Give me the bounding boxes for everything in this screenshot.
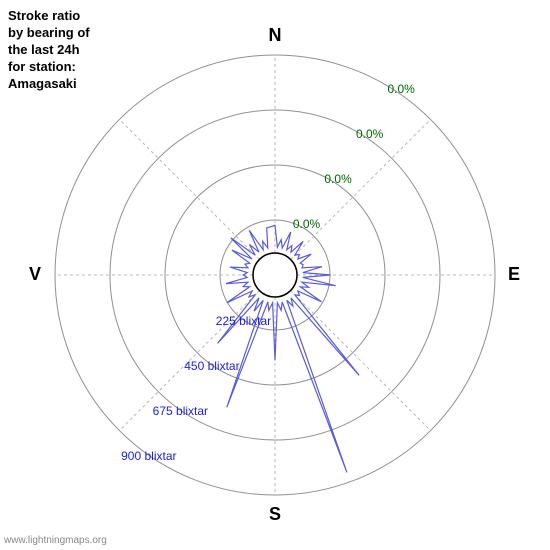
ring-pct-label: 0.0% <box>356 127 384 141</box>
ring-pct-label: 0.0% <box>293 217 321 231</box>
ring-blixtar-label: 450 blixtar <box>184 359 239 373</box>
footer-credit: www.lightningmaps.org <box>4 535 107 546</box>
ring-blixtar-label: 900 blixtar <box>121 449 176 463</box>
polar-chart: 0.0% 0.0% 0.0% 0.0% 225 blixtar 450 blixtar 6… <box>0 0 550 550</box>
compass-label-S: S <box>269 504 281 524</box>
compass-label-V: V <box>29 264 41 284</box>
compass-label-E: E <box>508 264 520 284</box>
compass-label-N: N <box>269 25 282 45</box>
ring-blixtar-label: 675 blixtar <box>153 404 208 418</box>
ring-pct-label: 0.0% <box>324 172 352 186</box>
ring-blixtar-label: 225 blixtar <box>216 314 271 328</box>
ring-pct-label: 0.0% <box>388 82 416 96</box>
